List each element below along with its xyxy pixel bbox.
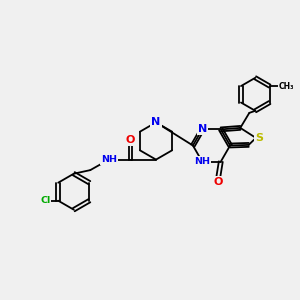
Text: S: S bbox=[255, 133, 263, 143]
Text: N: N bbox=[198, 124, 207, 134]
Text: O: O bbox=[213, 177, 223, 187]
Text: O: O bbox=[126, 135, 135, 145]
Text: NH: NH bbox=[194, 157, 210, 166]
Text: Cl: Cl bbox=[40, 196, 51, 205]
Text: N: N bbox=[152, 117, 160, 128]
Text: NH: NH bbox=[101, 155, 117, 164]
Text: CH₃: CH₃ bbox=[279, 82, 294, 91]
